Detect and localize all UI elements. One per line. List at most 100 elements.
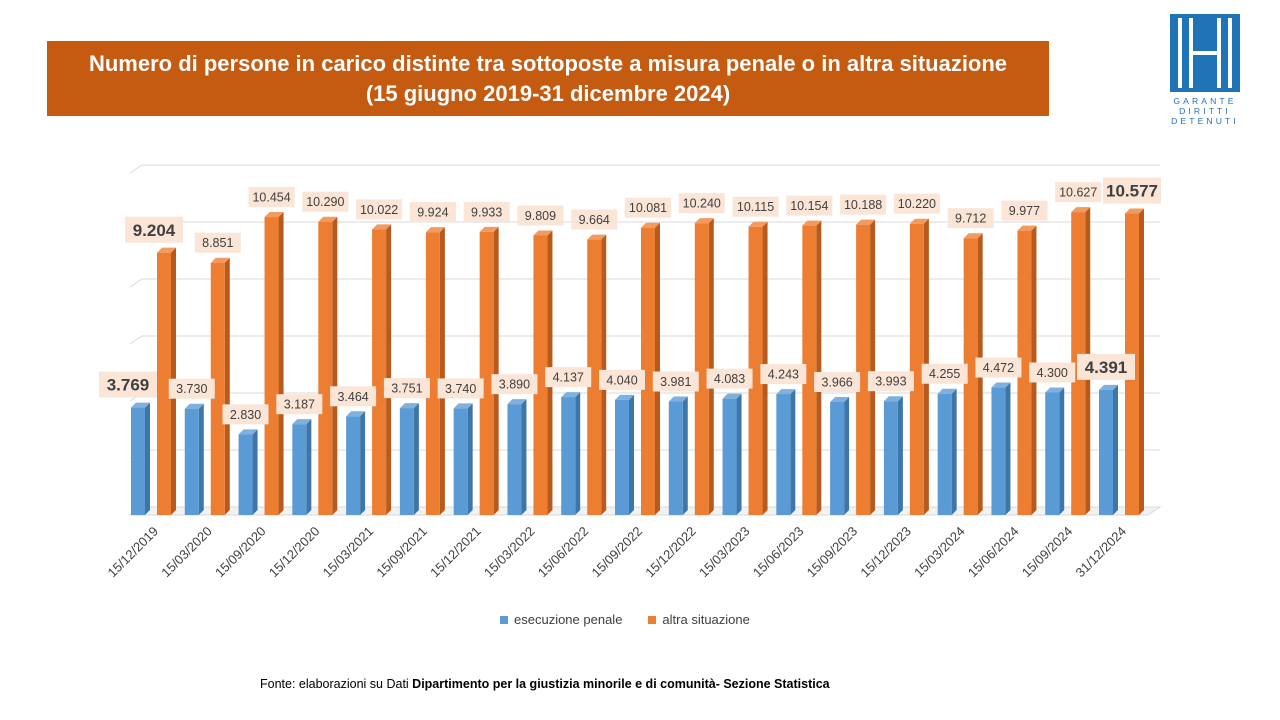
data-label-bg-s2-7: [517, 205, 564, 226]
bar-side-s1-0: [145, 402, 150, 515]
bar-side-s2-2: [278, 212, 284, 515]
bar-top-s2-14: [909, 218, 929, 224]
bar-top-s1-14: [883, 396, 903, 402]
data-label-bg-s1-2: [222, 404, 269, 425]
bar-esecuzione-penale-16: [991, 387, 1006, 515]
data-label-bg-s1-10: [652, 371, 699, 392]
source-bold: Dipartimento per la giustizia minorile e…: [412, 677, 830, 691]
x-tick-label-4: 15/03/2021: [320, 524, 377, 581]
bar-top-s2-12: [802, 220, 822, 226]
garante-logo: GARANTE DIRITTI DETENUTI: [1165, 14, 1245, 129]
bar-esecuzione-penale-1: [184, 408, 199, 515]
bar-altra-situazione-13: [856, 224, 871, 515]
data-label-s1-14: 3.993: [875, 375, 906, 389]
data-label-bg-s2-8: [571, 209, 618, 230]
bar-altra-situazione-0: [157, 252, 171, 515]
x-tick-label-12: 15/06/2023: [750, 524, 807, 581]
data-label-bg-s2-11: [732, 196, 779, 217]
data-label-bg-s2-18: [1103, 177, 1161, 204]
bar-top-s2-4: [372, 224, 392, 230]
data-label-bg-s1-6: [437, 378, 484, 399]
data-label-s1-5: 3.751: [391, 382, 422, 396]
data-label-s1-10: 3.981: [660, 375, 691, 389]
chart-title-line2: (15 giugno 2019-31 dicembre 2024): [365, 81, 731, 106]
data-label-s2-18: 10.577: [1106, 182, 1158, 201]
bar-side-s1-13: [844, 396, 850, 515]
data-label-bg-s1-3: [276, 394, 323, 415]
bar-altra-situazione-7: [533, 235, 548, 516]
bar-top-s1-3: [292, 419, 312, 425]
bar-esecuzione-penale-18: [1099, 389, 1113, 515]
data-label-s2-8: 9.664: [579, 213, 610, 227]
gridline-tick: [129, 335, 143, 345]
bar-altra-situazione-4: [372, 229, 387, 516]
bar-side-s1-9: [629, 394, 634, 515]
legend-item-series1: esecuzione penale: [500, 612, 622, 627]
bar-esecuzione-penale-13: [830, 401, 845, 515]
data-label-bg-s2-9: [625, 197, 671, 218]
bar-side-s1-6: [467, 403, 473, 515]
bar-esecuzione-penale-2: [238, 434, 253, 515]
data-label-bg-s1-17: [1029, 362, 1076, 383]
data-label-bg-s1-1: [168, 378, 215, 399]
data-label-bg-s2-0: [125, 216, 183, 243]
data-label-s1-7: 3.890: [499, 378, 530, 392]
bar-altra-situazione-16: [1017, 230, 1032, 515]
bar-altra-situazione-6: [479, 231, 494, 516]
data-label-s2-4: 10.022: [360, 203, 398, 217]
bar-esecuzione-penale-7: [507, 404, 522, 515]
bar-esecuzione-penale-14: [883, 401, 898, 515]
bar-esecuzione-penale-0: [131, 407, 145, 515]
bar-side-s2-3: [332, 216, 338, 516]
bar-top-s1-8: [561, 392, 581, 398]
bar-top-s2-5: [425, 227, 445, 233]
bar-side-s2-9: [655, 222, 660, 515]
bar-esecuzione-penale-9: [615, 399, 629, 515]
x-tick-label-6: 15/12/2021: [427, 524, 484, 581]
garante-logo-text: GARANTE DIRITTI DETENUTI: [1165, 96, 1245, 126]
bar-top-s1-0: [131, 402, 150, 408]
bar-altra-situazione-1: [210, 262, 225, 515]
data-label-bg-s1-8: [545, 367, 592, 388]
bar-side-s1-4: [360, 411, 366, 515]
data-label-bg-s1-9: [599, 369, 645, 390]
x-tick-label-3: 15/12/2020: [266, 524, 323, 581]
legend-label-series1: esecuzione penale: [514, 612, 623, 627]
bar-side-s2-13: [870, 219, 876, 515]
x-tick-label-15: 15/03/2024: [911, 524, 968, 581]
data-label-s2-1: 8.851: [202, 236, 233, 250]
bar-side-s1-18: [1113, 384, 1118, 515]
bar-esecuzione-penale-5: [399, 408, 414, 515]
gridline-tick: [129, 164, 143, 174]
bar-side-s2-1: [224, 257, 230, 515]
bar-top-s2-10: [694, 218, 714, 224]
data-label-s1-1: 3.730: [176, 382, 207, 396]
garante-logo-mark: [1170, 14, 1240, 92]
data-label-bg-s2-12: [786, 195, 833, 216]
data-label-bg-s1-5: [383, 378, 430, 399]
bar-altra-situazione-8: [587, 239, 602, 516]
chart-title-line1: Numero di persone in carico distinte tra…: [88, 51, 1008, 76]
bar-altra-situazione-9: [641, 227, 655, 515]
legend-swatch-series1: [500, 615, 508, 624]
bar-side-s1-1: [198, 403, 204, 515]
bar-top-s1-12: [776, 389, 796, 395]
bar-altra-situazione-2: [264, 217, 279, 515]
bar-top-s2-17: [1071, 207, 1091, 213]
data-label-bg-s1-4: [330, 386, 377, 407]
x-tick-label-9: 15/09/2022: [588, 524, 645, 581]
bar-top-s2-13: [856, 219, 876, 225]
data-label-s2-2: 10.454: [252, 191, 290, 205]
data-label-s1-2: 2.830: [230, 408, 261, 422]
bar-esecuzione-penale-4: [346, 416, 361, 515]
bar-top-s1-18: [1099, 384, 1118, 390]
data-label-s2-10: 10.240: [683, 197, 721, 211]
bar-top-s2-1: [210, 257, 230, 263]
legend-item-series2: altra situazione: [648, 612, 750, 627]
bar-esecuzione-penale-6: [453, 408, 468, 515]
x-tick-label-18: 31/12/2024: [1072, 524, 1129, 581]
data-label-bg-s2-4: [356, 199, 403, 220]
logo-text-line3: DETENUTI: [1171, 116, 1239, 126]
bar-top-s1-2: [238, 429, 258, 435]
